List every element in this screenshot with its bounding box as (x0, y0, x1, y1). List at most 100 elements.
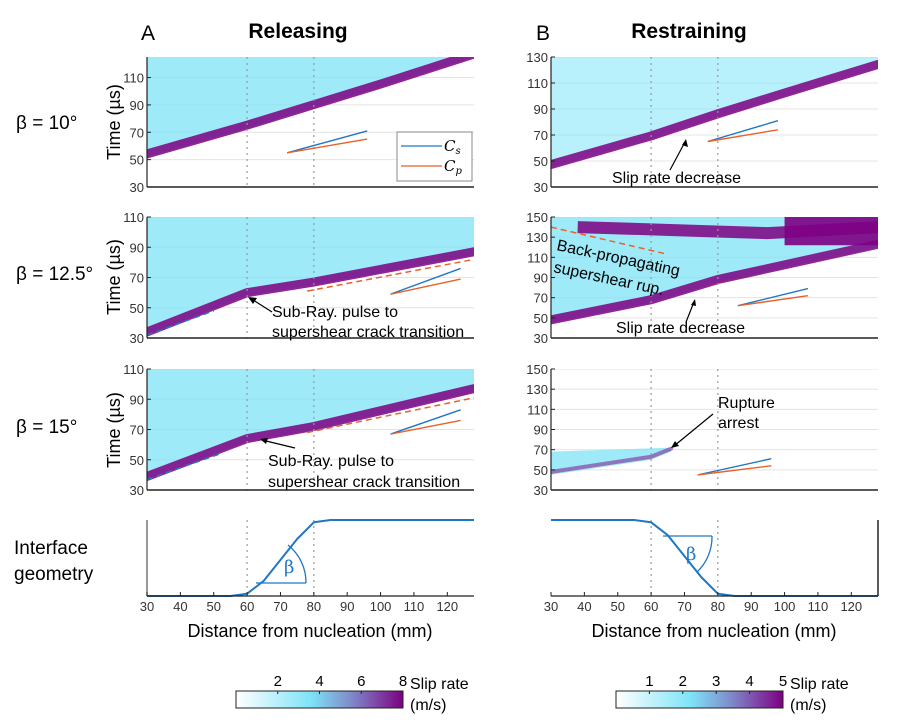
x-tick-label: 100 (774, 599, 796, 614)
y-tick-label: 50 (534, 311, 548, 326)
arrowhead (691, 299, 696, 306)
colorbar-label: Slip rate (790, 676, 849, 693)
y-tick-label: 110 (527, 76, 548, 91)
cp-slope-line (707, 129, 779, 143)
row-label-beta-12-5: β = 12.5° (16, 264, 93, 285)
y-tick-label: 30 (130, 483, 144, 498)
annotation-text: supershear crack transition (272, 324, 464, 341)
cp-slope-line (697, 465, 772, 476)
row-label-beta-15: β = 15° (16, 417, 77, 438)
y-tick-label: 90 (534, 102, 548, 117)
y-tick-label: 110 (527, 250, 548, 265)
x-tick-label: 60 (240, 599, 254, 614)
rupture-front (147, 57, 474, 159)
rupture-front (551, 446, 674, 474)
annotation-text: Sub-Ray. pulse to (272, 304, 398, 321)
annotation-a12: Sub-Ray. pulse to supershear crack trans… (248, 297, 464, 341)
panel-letter-a: A (141, 22, 155, 45)
cs-slope-line (390, 267, 461, 295)
plot-B-10: 30 50 70 90 110 130 (526, 50, 878, 195)
y-axis-title-a10: Time (µs) (104, 84, 124, 160)
y-tick-label: 50 (534, 154, 548, 169)
y-tick-label: 150 (526, 210, 548, 225)
colorbar-tick-label: 2 (679, 673, 687, 690)
x-axis-title-b: Distance from nucleation (mm) (591, 621, 836, 641)
heatmap-area (147, 369, 474, 490)
x-axis-title-a: Distance from nucleation (mm) (187, 621, 432, 641)
beta-label: β (284, 557, 294, 578)
x-tick-label: 110 (404, 599, 425, 614)
x-tick-label: 90 (340, 599, 354, 614)
y-tick-label: 50 (130, 453, 144, 468)
y-tick-label: 50 (130, 153, 144, 168)
annotation-text: arrest (718, 415, 759, 432)
annotation-text: Sub-Ray. pulse to (268, 453, 394, 470)
annotation-arrow (685, 301, 695, 323)
annotation-arrow (669, 141, 686, 171)
y-tick-label: 90 (534, 271, 548, 286)
heatmap-area (551, 369, 878, 490)
y-tick-label: 90 (534, 423, 548, 438)
y-tick-label: 150 (526, 362, 548, 377)
interface-profile-line (147, 519, 474, 597)
colorbar-unit: (m/s) (790, 697, 826, 714)
colorbar-tick-label: 6 (357, 673, 365, 690)
y-tick-label: 50 (534, 463, 548, 478)
y-tick-label: 90 (130, 392, 144, 407)
colorbar-tick-label: 4 (315, 673, 323, 690)
annotation-arrow (673, 413, 714, 447)
legend-cp-label: Cp (444, 157, 462, 177)
x-tick-label: 110 (808, 599, 829, 614)
heatmap-area (551, 217, 878, 338)
y-tick-label: 70 (130, 125, 144, 140)
colorbar-b: 1 2 3 4 5 Slip rate (m/s) (615, 673, 849, 714)
annotation-a15: Sub-Ray. pulse to supershear crack trans… (260, 438, 460, 491)
cp-slope-line (390, 419, 461, 435)
heatmap-area (147, 57, 474, 187)
cp-slope-line (390, 278, 461, 295)
heatmap-area (551, 57, 878, 187)
annotation-b15: Rupture arrest (671, 395, 775, 448)
colorbar-tick-label: 4 (745, 673, 753, 690)
y-tick-label: 70 (534, 443, 548, 458)
x-tick-label: 50 (611, 599, 625, 614)
row-label-interface: Interface (14, 538, 88, 559)
panel-title-restraining: Restraining (631, 20, 747, 43)
plot-A-10: 30 50 70 90 110 (123, 57, 474, 195)
x-tick-label: 90 (744, 599, 758, 614)
cp-slope-line (287, 138, 368, 154)
y-tick-label: 130 (526, 382, 548, 397)
dashed-cp-line (307, 397, 475, 434)
x-tick-label: 30 (140, 599, 154, 614)
y-tick-label: 130 (526, 50, 548, 65)
colorbar-gradient (615, 690, 784, 709)
annotation-b12-decrease: Slip rate decrease (616, 299, 745, 337)
y-tick-label: 30 (534, 180, 548, 195)
y-tick-label: 70 (534, 291, 548, 306)
x-tick-label: 30 (544, 599, 558, 614)
arrowhead (671, 441, 679, 448)
legend-box (396, 131, 473, 182)
y-tick-label: 30 (534, 483, 548, 498)
legend-cs-label: Cs (444, 137, 461, 157)
colorbar-tick-label: 3 (712, 673, 720, 690)
annotation-text: Slip rate decrease (616, 320, 745, 337)
annotation-text: Rupture (718, 395, 775, 412)
annotation-text: Slip rate decrease (612, 170, 741, 187)
x-tick-label: 70 (677, 599, 691, 614)
plot-B-geometry: 30 40 50 60 70 80 90 100 110 120 (544, 519, 879, 614)
annotation-text: supershear crack transition (268, 474, 460, 491)
dashed-cs-line (146, 310, 214, 336)
colorbar-unit: (m/s) (410, 697, 446, 714)
cs-slope-line (697, 458, 772, 476)
interface-profile-line (551, 519, 878, 597)
cs-slope-line (707, 120, 779, 143)
plot-A-12.5: 30 50 70 90 110 (123, 210, 475, 346)
y-tick-label: 110 (123, 362, 144, 377)
colorbar-tick-label: 1 (645, 673, 653, 690)
y-tick-label: 110 (123, 71, 144, 86)
legend: Cs Cp (396, 131, 473, 182)
slip-rate-region (147, 217, 474, 335)
annotation-b10: Slip rate decrease (612, 139, 741, 187)
